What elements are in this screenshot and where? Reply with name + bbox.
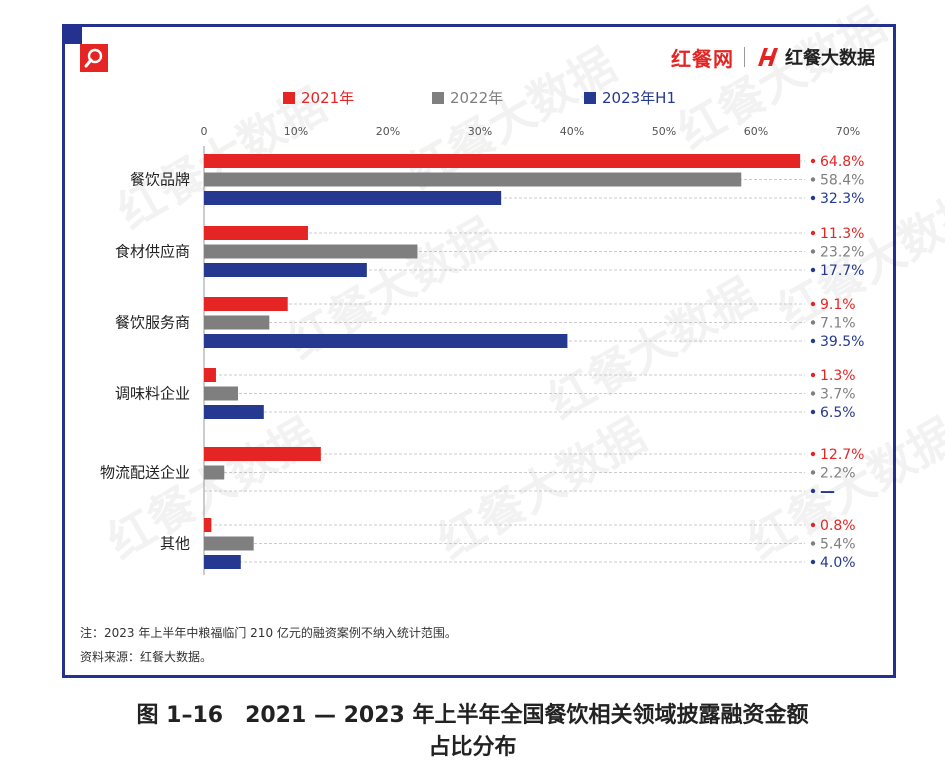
value-label: 11.3% — [820, 226, 864, 242]
bar-2-5 — [204, 555, 241, 569]
bar-1-4 — [204, 465, 225, 480]
bar-1-3 — [204, 386, 239, 401]
value-dot — [810, 338, 816, 344]
bar-2-0 — [204, 191, 502, 205]
watermark-text: 红餐大数据 — [429, 408, 655, 570]
chart-frame — [62, 24, 896, 678]
legend-swatch-2 — [584, 92, 596, 104]
bar-0-2 — [204, 297, 288, 311]
category-label: 食材供应商 — [115, 243, 190, 261]
note-text: 注：2023 年上半年中粮福临门 210 亿元的融资案例不纳入统计范围。 — [80, 626, 457, 640]
value-label: 2.2% — [820, 466, 856, 482]
value-label: 32.3% — [820, 191, 864, 207]
category-label: 其他 — [160, 535, 190, 553]
value-dot — [810, 158, 816, 164]
watermark-text: 红餐大数据 — [669, 0, 895, 160]
value-label: 3.7% — [820, 387, 856, 403]
value-label: 4.0% — [820, 555, 856, 571]
category-label: 餐饮品牌 — [130, 171, 190, 189]
x-axis: 0 10% 20% 30% 40% 50% 60% 70% — [201, 125, 861, 138]
bar-1-2 — [204, 315, 270, 330]
legend: 2021年 2022年 2023年H1 — [283, 89, 676, 107]
brand-h-logo-icon — [758, 48, 778, 66]
value-label: 9.1% — [820, 297, 856, 313]
x-tick-label: 0 — [201, 125, 208, 138]
category-label: 餐饮服务商 — [115, 314, 190, 332]
value-label: — — [820, 482, 835, 500]
brand-site-name: 红餐网 — [671, 46, 734, 71]
value-dot — [810, 249, 816, 254]
value-dot — [810, 488, 816, 494]
value-dot — [810, 177, 816, 182]
x-tick-label: 70% — [836, 125, 860, 138]
caption-line-2: 占比分布 — [428, 735, 517, 760]
bar-0-3 — [204, 368, 216, 382]
legend-label-2: 2023年H1 — [602, 89, 676, 107]
x-tick-label: 40% — [560, 125, 584, 138]
value-dot — [810, 267, 816, 273]
value-dot — [810, 559, 816, 565]
caption-line-1: 图 1–16 2021 — 2023 年上半年全国餐饮相关领域披露融资金额 — [136, 703, 809, 728]
legend-swatch-0 — [283, 92, 295, 104]
category-label: 物流配送企业 — [100, 464, 190, 482]
x-tick-label: 10% — [284, 125, 308, 138]
value-label: 1.3% — [820, 368, 856, 384]
value-dot — [810, 522, 816, 528]
x-tick-label: 60% — [744, 125, 768, 138]
bar-0-5 — [204, 518, 212, 532]
x-tick-label: 50% — [652, 125, 676, 138]
brand-logo: 红餐网 红餐大数据 — [671, 42, 875, 72]
x-tick-label: 20% — [376, 125, 400, 138]
value-dot — [810, 372, 816, 378]
bars-layer — [203, 146, 805, 575]
bar-0-4 — [204, 447, 321, 461]
value-label: 39.5% — [820, 334, 864, 350]
value-dot — [810, 391, 816, 396]
value-dot — [810, 451, 816, 457]
x-tick-label: 30% — [468, 125, 492, 138]
brand-data-name: 红餐大数据 — [755, 44, 875, 70]
bar-1-0 — [204, 172, 742, 187]
category-label: 调味料企业 — [115, 385, 190, 403]
figure-caption: 图 1–16 2021 — 2023 年上半年全国餐饮相关领域披露融资金额 占比… — [0, 700, 945, 764]
bar-2-1 — [204, 263, 367, 277]
legend-label-0: 2021年 — [301, 89, 354, 107]
bar-2-3 — [204, 405, 264, 419]
value-dot — [810, 541, 816, 546]
bar-0-0 — [204, 154, 801, 168]
value-label: 7.1% — [820, 316, 856, 332]
value-label: 0.8% — [820, 518, 856, 534]
brand-data-name-text: 红餐大数据 — [785, 48, 875, 69]
value-dot — [810, 301, 816, 307]
brand-separator — [744, 47, 745, 67]
value-dot — [810, 230, 816, 236]
source-text: 资料来源：红餐大数据。 — [80, 650, 213, 664]
value-label: 12.7% — [820, 447, 864, 463]
value-dot — [810, 320, 816, 325]
value-dot — [810, 409, 816, 415]
bar-1-5 — [204, 536, 254, 551]
bar-2-2 — [204, 334, 568, 348]
value-label: 6.5% — [820, 405, 856, 421]
frame-corner-mark — [62, 24, 82, 44]
value-dot — [810, 195, 816, 201]
bar-1-1 — [204, 244, 418, 259]
legend-label-1: 2022年 — [450, 89, 503, 107]
value-dot — [810, 470, 816, 475]
value-label: 5.4% — [820, 537, 856, 553]
value-label: 64.8% — [820, 154, 864, 170]
value-label: 23.2% — [820, 245, 864, 261]
legend-swatch-1 — [432, 92, 444, 104]
value-label: 58.4% — [820, 173, 864, 189]
value-label: 17.7% — [820, 263, 864, 279]
watermark-text: 红餐大数据 — [539, 268, 765, 430]
bar-0-1 — [204, 226, 308, 240]
value-labels: 64.8% 58.4% 32.3% 11.3% 23.2% 17.7% 9.1% 7.1% 39… — [810, 154, 864, 571]
search-icon — [80, 44, 108, 72]
